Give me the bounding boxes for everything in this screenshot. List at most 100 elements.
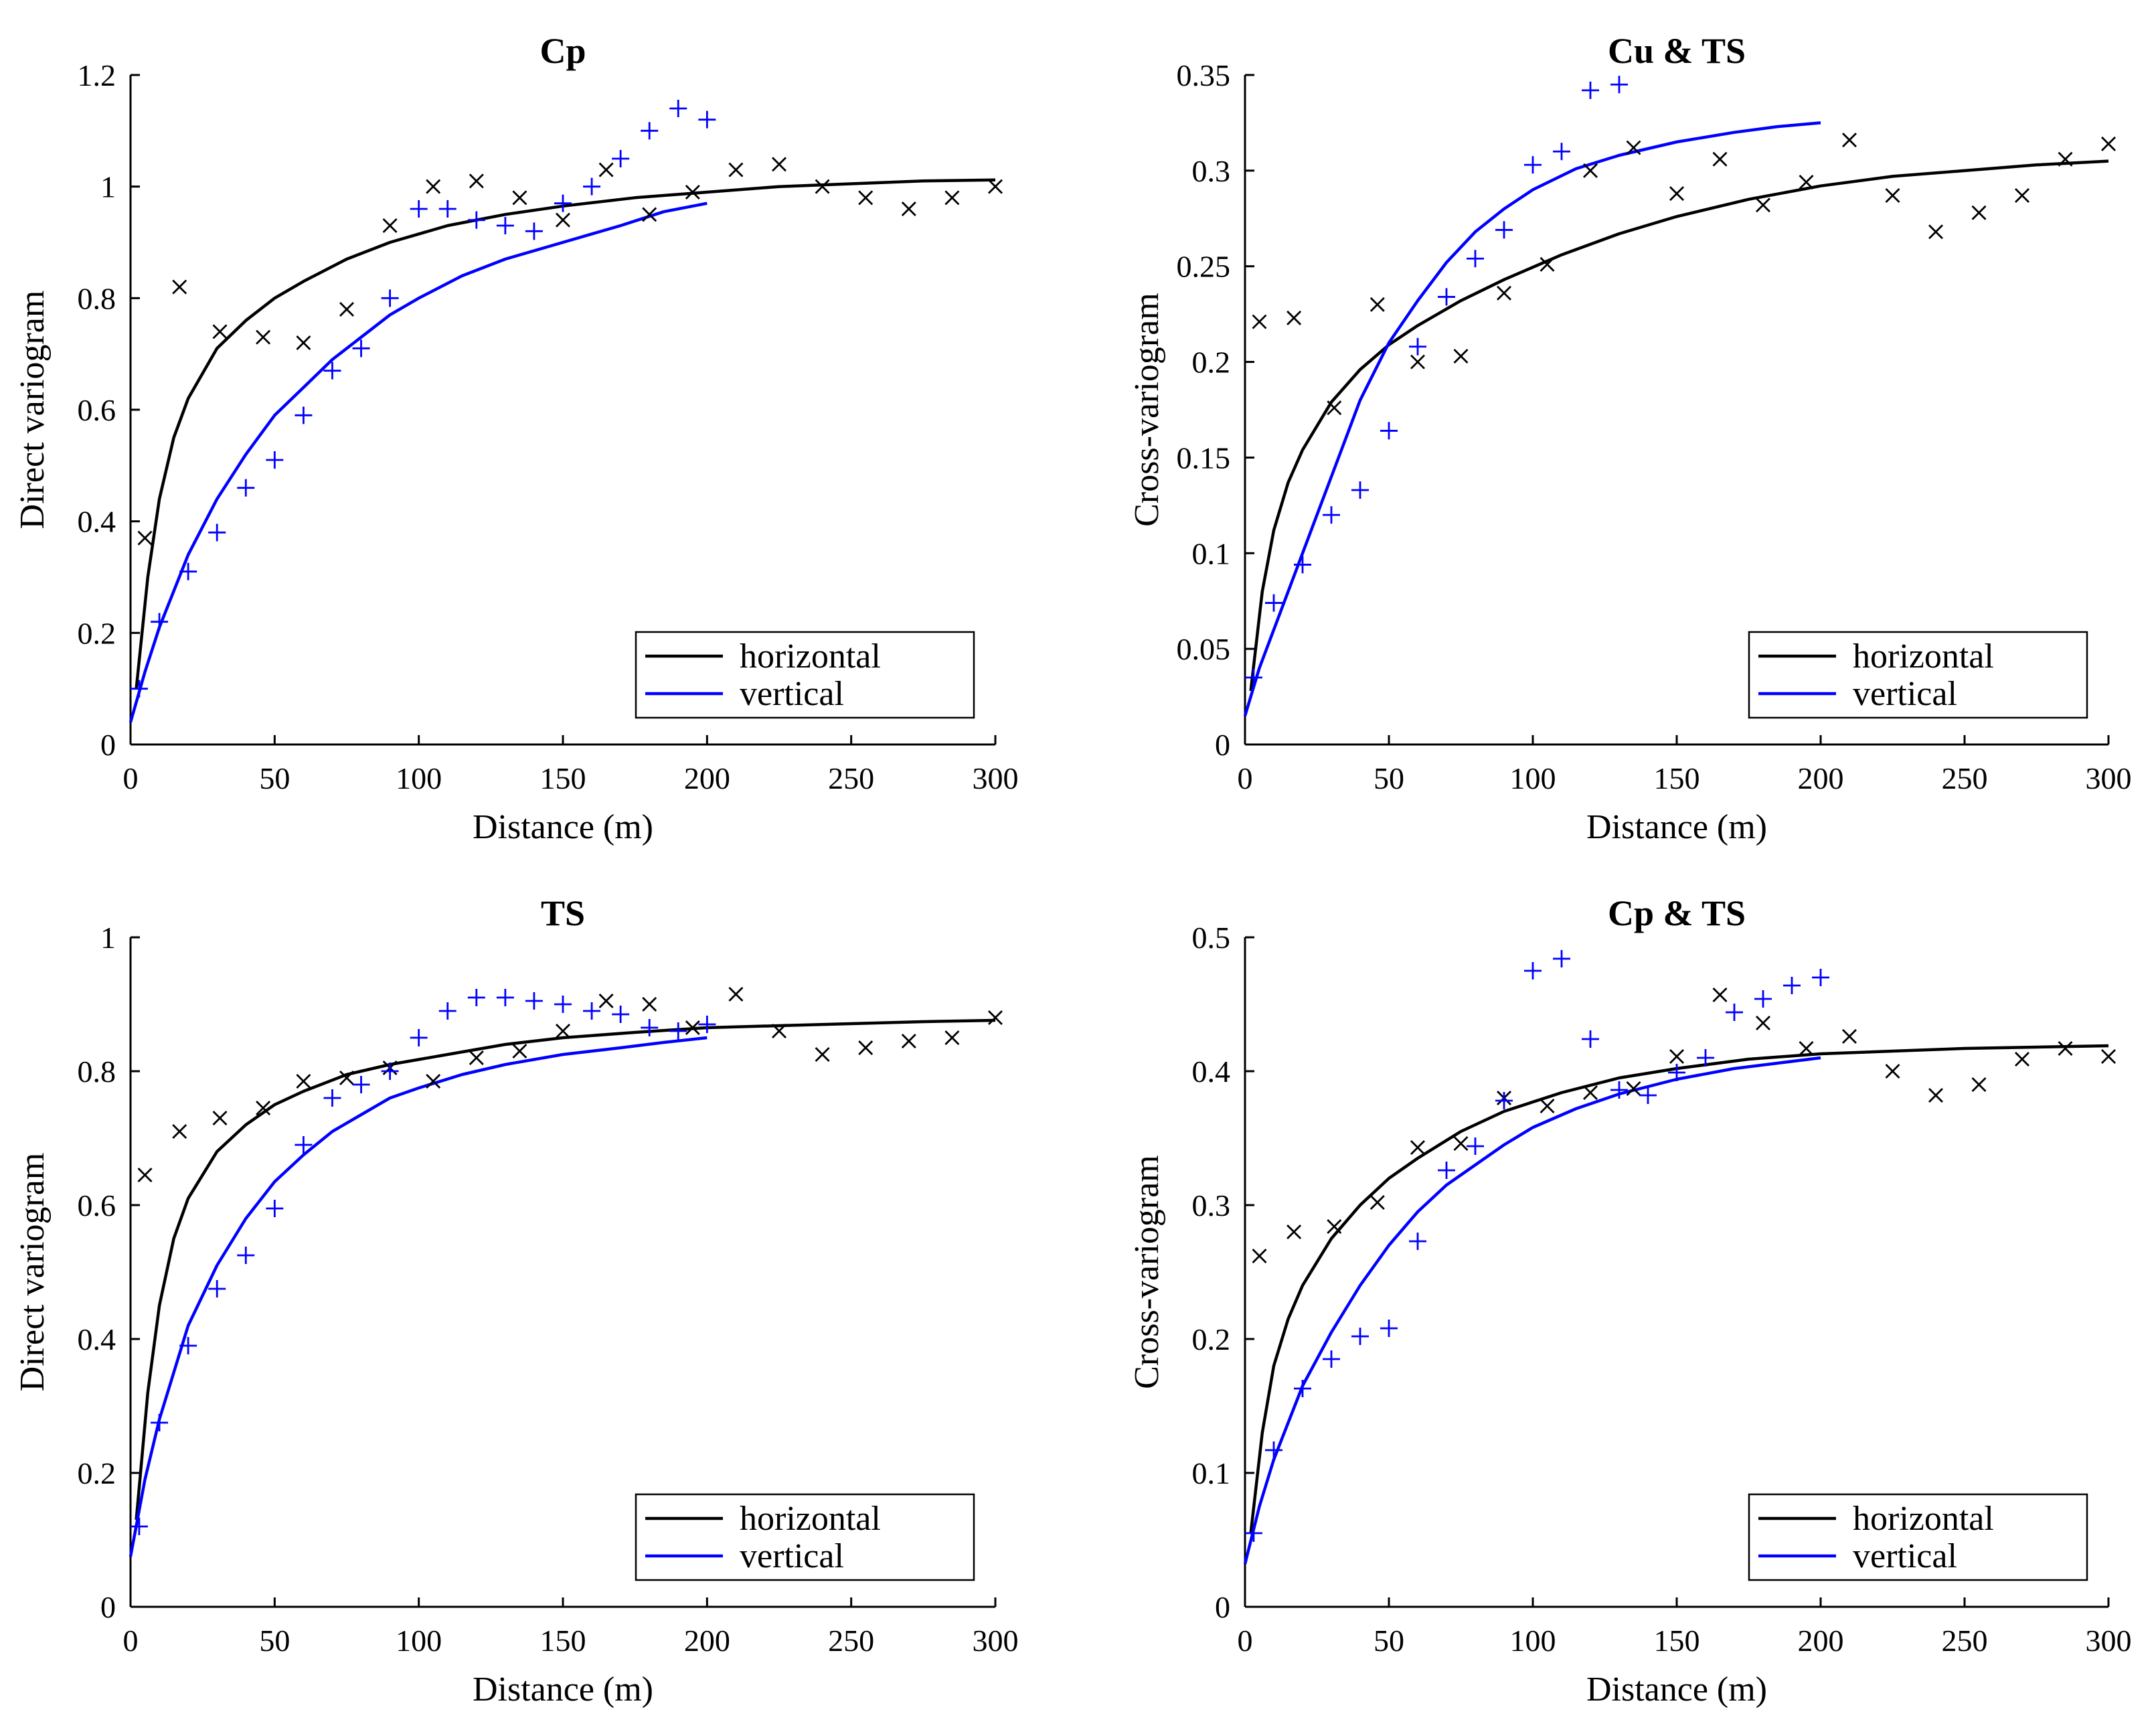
- x-tick-label: 250: [1942, 1624, 1988, 1658]
- data-point-vertical: [467, 989, 485, 1006]
- data-point-horizontal: [642, 997, 657, 1012]
- chart-cu-ts: 0 50 100 150 200 250 300 0 0.05 0.1 0.15 0.2 0.25 0.3…: [1128, 31, 2132, 846]
- data-point-horizontal: [2015, 1052, 2029, 1067]
- data-point-horizontal: [772, 1024, 786, 1038]
- data-point-vertical: [1438, 288, 1455, 306]
- data-point-horizontal: [512, 190, 527, 206]
- fit-curve-horizontal: [135, 178, 996, 689]
- data-point-vertical: [1265, 1441, 1282, 1459]
- x-tick-label: 50: [259, 1624, 290, 1658]
- data-point-horizontal: [339, 1071, 354, 1085]
- data-point-horizontal: [772, 157, 786, 172]
- x-tick-label: 250: [828, 1624, 874, 1658]
- x-axis-label: Distance (m): [1586, 808, 1767, 846]
- y-tick-label: 1: [100, 921, 116, 955]
- data-point-horizontal: [1799, 175, 1814, 189]
- data-point-horizontal: [2058, 151, 2073, 167]
- data-point-vertical: [467, 211, 485, 229]
- data-point-vertical: [698, 1016, 716, 1033]
- data-point-vertical: [1582, 1030, 1599, 1048]
- fit-curve-vertical: [1243, 1056, 1821, 1565]
- x-tick-label: 300: [2086, 1624, 2132, 1658]
- legend-box: [635, 631, 975, 719]
- data-point-horizontal: [1540, 1099, 1555, 1113]
- data-point-horizontal: [944, 190, 960, 206]
- legend-box: [1748, 631, 2088, 719]
- data-point-horizontal: [1626, 1081, 1641, 1096]
- chart-ts: 0 50 100 150 200 250 300 0 0.2 0.4 0.6 0.8 1 TS Distan…: [13, 893, 1019, 1709]
- y-axis-label: Cross-variogram: [1128, 293, 1166, 526]
- data-point-vertical: [323, 362, 341, 380]
- data-point-vertical: [1438, 1162, 1455, 1179]
- data-point-horizontal: [212, 1111, 228, 1125]
- fit-curve-vertical: [129, 1036, 708, 1557]
- data-point-horizontal: [296, 335, 311, 350]
- data-point-vertical: [237, 1247, 255, 1264]
- data-point-vertical: [266, 451, 284, 469]
- y-tick-label: 0.8: [78, 281, 116, 315]
- data-point-vertical: [1783, 977, 1801, 994]
- data-point-horizontal: [1669, 186, 1684, 202]
- data-point-vertical: [1553, 143, 1570, 161]
- y-tick-label: 0.4: [78, 505, 116, 539]
- data-point-horizontal: [1497, 285, 1511, 301]
- data-point-vertical: [698, 110, 716, 129]
- data-point-vertical: [1610, 76, 1628, 94]
- data-point-horizontal: [1885, 1064, 1900, 1079]
- fit-curve-vertical: [1243, 121, 1821, 716]
- data-point-horizontal: [685, 1020, 700, 1035]
- data-point-horizontal: [598, 162, 614, 177]
- data-point-vertical: [438, 200, 457, 218]
- data-point-vertical: [669, 100, 687, 117]
- data-point-vertical: [1351, 1328, 1369, 1345]
- data-point-vertical: [583, 1002, 601, 1020]
- data-point-vertical: [496, 989, 514, 1006]
- x-tick-label: 0: [1238, 761, 1253, 795]
- x-tick-label: 0: [123, 761, 139, 795]
- y-axis-label: Direct variogram: [13, 291, 52, 530]
- data-point-vertical: [641, 1019, 659, 1036]
- data-point-horizontal: [815, 1047, 830, 1062]
- legend-label-vertical: vertical: [1853, 675, 1957, 713]
- y-tick-label: 0.1: [1192, 1456, 1231, 1490]
- x-tick-label: 50: [259, 761, 290, 795]
- x-tick-label: 100: [1510, 1624, 1556, 1658]
- data-point-horizontal: [137, 1168, 153, 1182]
- data-point-vertical: [381, 289, 399, 307]
- data-point-horizontal: [728, 987, 744, 1002]
- data-point-vertical: [208, 524, 226, 542]
- chart-title: TS: [541, 893, 585, 933]
- data-point-horizontal: [2015, 188, 2029, 203]
- data-point-horizontal: [1756, 1016, 1770, 1030]
- data-point-horizontal: [728, 162, 744, 177]
- data-point-vertical: [1610, 1081, 1628, 1099]
- legend-label-vertical: vertical: [1853, 1537, 1957, 1575]
- data-point-vertical: [641, 122, 659, 140]
- data-point-vertical: [1495, 1092, 1513, 1109]
- data-point-vertical: [130, 1518, 148, 1535]
- x-tick-label: 150: [540, 761, 586, 795]
- data-point-horizontal: [212, 324, 228, 339]
- fit-curve-horizontal: [1249, 159, 2109, 692]
- data-point-horizontal: [469, 173, 484, 189]
- fit-curve-vertical: [129, 202, 708, 723]
- data-point-horizontal: [1928, 224, 1943, 240]
- x-tick-label: 300: [973, 1624, 1019, 1658]
- data-point-horizontal: [426, 1074, 441, 1089]
- chart-title: Cp & TS: [1608, 893, 1746, 933]
- data-point-vertical: [1380, 1320, 1398, 1337]
- data-point-vertical: [352, 1076, 370, 1093]
- legend-label-horizontal: horizontal: [740, 637, 881, 676]
- data-point-horizontal: [1327, 1219, 1342, 1234]
- x-tick-label: 200: [1798, 761, 1844, 795]
- y-tick-label: 0: [100, 1590, 116, 1624]
- x-tick-label: 50: [1374, 761, 1404, 795]
- fit-curve-horizontal: [1249, 1044, 2109, 1534]
- fit-curve-horizontal: [135, 1018, 996, 1520]
- chart-title: Cu & TS: [1608, 31, 1746, 71]
- x-tick-label: 200: [684, 761, 730, 795]
- data-point-vertical: [525, 222, 543, 240]
- x-tick-label: 300: [973, 761, 1019, 795]
- data-point-horizontal: [1626, 140, 1641, 155]
- y-axis-label: Cross-variogram: [1128, 1155, 1166, 1389]
